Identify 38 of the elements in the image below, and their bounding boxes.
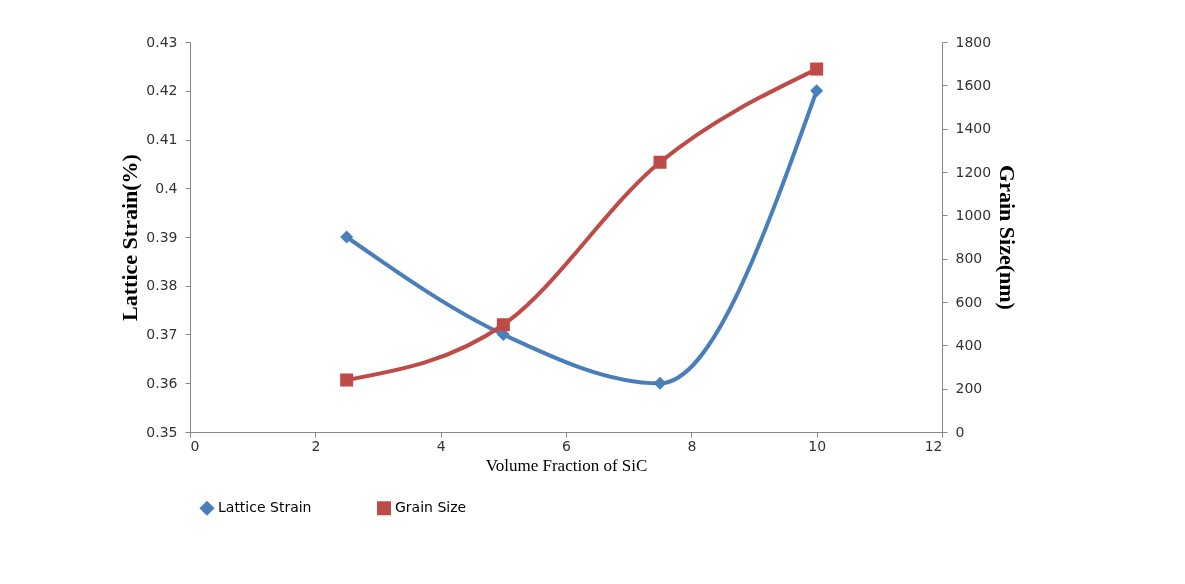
x-tick-label: 0 bbox=[190, 437, 200, 454]
y2-tick-label: 0 bbox=[955, 423, 965, 440]
x-tick-label: 6 bbox=[562, 437, 572, 454]
y-tick-label: 0.4 bbox=[155, 179, 178, 196]
point bbox=[810, 84, 824, 98]
y2-tick-label: 800 bbox=[955, 250, 983, 267]
x-axis-title: Volume Fraction of SiC bbox=[485, 455, 648, 475]
y2-axis-title: Grain Size(nm) bbox=[995, 165, 1021, 310]
x-tick-label: 10 bbox=[808, 437, 827, 454]
y2-tick-label: 1800 bbox=[955, 33, 992, 50]
y-tick-label: 0.42 bbox=[146, 82, 178, 99]
x-tick-label: 8 bbox=[687, 437, 697, 454]
y2-tick-label: 200 bbox=[955, 380, 983, 397]
point bbox=[340, 230, 354, 244]
point bbox=[653, 376, 667, 390]
y2-tick-label: 1600 bbox=[955, 76, 992, 93]
x-tick-label: 2 bbox=[311, 437, 321, 454]
legend-label: Grain Size bbox=[395, 499, 467, 516]
point bbox=[653, 155, 667, 169]
y-tick-label: 0.38 bbox=[146, 277, 178, 294]
y-tick-label: 0.43 bbox=[146, 33, 178, 50]
y-tick-label: 0.37 bbox=[146, 326, 178, 342]
y-tick-label: 0.39 bbox=[146, 228, 178, 245]
y-axis-title: Lattice Strain(%) bbox=[117, 154, 143, 321]
legend-label: Lattice Strain bbox=[218, 499, 312, 516]
y2-tick-label: 1400 bbox=[955, 120, 992, 137]
y-tick-label: 0.36 bbox=[146, 374, 178, 391]
point bbox=[810, 62, 824, 76]
point bbox=[496, 318, 510, 332]
y2-tick-label: 1000 bbox=[955, 206, 992, 223]
y2-tick-label: 600 bbox=[955, 293, 983, 310]
x-tick-label: 12 bbox=[924, 437, 943, 454]
y2-tick-label: 400 bbox=[955, 336, 983, 353]
y2-tick-label: 1200 bbox=[955, 163, 992, 180]
y-tick-label: 0.41 bbox=[146, 131, 178, 147]
x-tick-label: 4 bbox=[436, 437, 446, 454]
y-tick-label: 0.35 bbox=[146, 423, 178, 440]
point bbox=[340, 373, 354, 387]
